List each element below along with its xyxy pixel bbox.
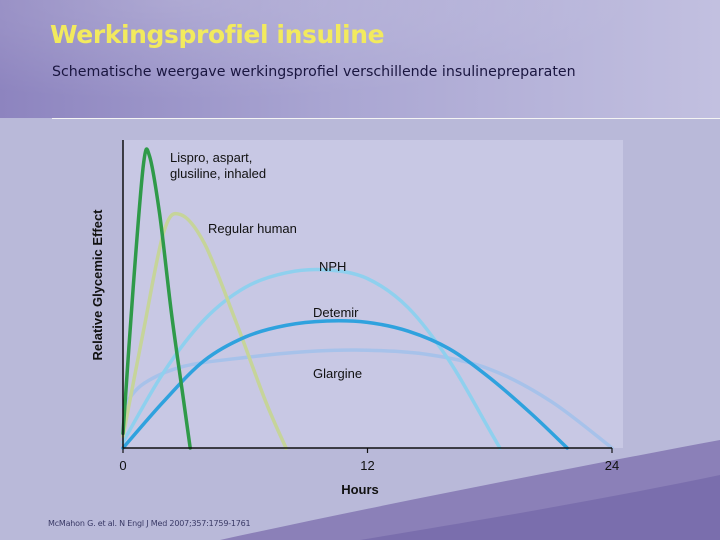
series-layer	[121, 147, 614, 450]
series-label-line: Detemir	[313, 305, 359, 320]
title-band	[0, 0, 720, 118]
series-label-line: Lispro, aspart,	[170, 150, 252, 165]
series-line-nph	[121, 267, 502, 450]
slide-subtitle: Schematische weergave werkingsprofiel ve…	[52, 64, 576, 80]
citation: McMahon G. et al. N Engl J Med 2007;357:…	[48, 519, 251, 528]
x-ticks: 0 12 24	[119, 448, 619, 473]
series-label-glargine: Glargine	[313, 366, 362, 381]
x-tick-label-24: 24	[605, 458, 619, 473]
series-label-regular-human: Regular human	[208, 221, 297, 236]
plot-area	[123, 140, 623, 448]
series-line-detemir	[121, 319, 569, 450]
series-label-line: Regular human	[208, 221, 297, 236]
series-label-line: Glargine	[313, 366, 362, 381]
series-label-nph: NPH	[319, 259, 346, 274]
series-label-lispro-aspart-glusiline-inhaled: Lispro, aspart, glusiline, inhaled	[170, 150, 266, 181]
series-labels: Lispro, aspart, glusiline, inhaled Regular…	[170, 150, 362, 381]
title-divider	[52, 118, 720, 119]
series-label-line: glusiline, inhaled	[170, 166, 266, 181]
series-label-line: NPH	[319, 259, 346, 274]
series-label-detemir: Detemir	[313, 305, 359, 320]
slide-title: Werkingsprofiel insuline	[50, 20, 385, 49]
series-line-regular-human	[121, 211, 288, 450]
x-tick-label-0: 0	[119, 458, 126, 473]
x-tick-label-12: 12	[360, 458, 374, 473]
series-line-lispro-aspart-glusiline-inhaled	[121, 147, 192, 450]
y-axis-label: Relative Glycemic Effect	[90, 209, 105, 361]
x-axis-label: Hours	[341, 482, 379, 497]
